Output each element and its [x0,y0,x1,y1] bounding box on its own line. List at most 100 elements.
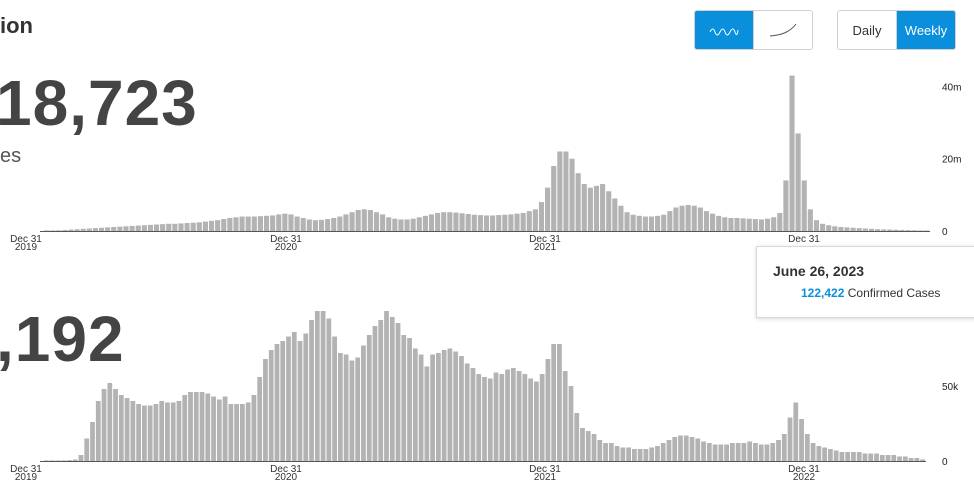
bar[interactable] [291,332,297,461]
bar[interactable] [575,173,581,231]
bar[interactable] [499,374,505,461]
bar[interactable] [563,151,569,232]
bar[interactable] [672,437,678,461]
bar[interactable] [441,350,447,461]
bar[interactable] [608,443,614,461]
bar[interactable] [630,214,636,231]
bar[interactable] [208,220,215,231]
bar[interactable] [84,438,90,462]
bar[interactable] [593,185,600,231]
bar[interactable] [522,374,528,461]
bar[interactable] [418,354,424,462]
linear-scale-button[interactable] [753,11,812,49]
bar[interactable] [386,217,392,231]
weekly-button[interactable]: Weekly [896,11,955,49]
bar[interactable] [597,440,603,461]
bar[interactable] [118,395,124,461]
bar[interactable] [695,438,701,462]
bar[interactable] [221,219,227,231]
bar[interactable] [380,214,386,231]
bar[interactable] [678,435,683,462]
bar[interactable] [746,218,752,231]
bar[interactable] [422,215,428,231]
bar[interactable] [753,443,758,461]
bar[interactable] [722,217,728,231]
bar[interactable] [752,219,758,231]
bar[interactable] [294,216,300,231]
bar[interactable] [306,219,312,231]
bar[interactable] [153,404,159,461]
bar[interactable] [528,378,533,462]
bar[interactable] [897,456,902,462]
bar[interactable] [587,187,593,231]
bar[interactable] [868,228,875,231]
bar[interactable] [56,230,62,231]
bar[interactable] [724,444,729,462]
bar[interactable] [826,225,832,231]
bar[interactable] [251,216,257,231]
bar[interactable] [349,212,355,231]
bar[interactable] [471,214,477,231]
bar[interactable] [741,443,747,461]
bar[interactable] [881,229,887,231]
bar[interactable] [343,214,349,231]
bar[interactable] [490,215,496,231]
bar[interactable] [72,459,78,462]
bar[interactable] [101,389,107,461]
bar[interactable] [538,202,545,231]
bar[interactable] [80,228,86,231]
bar[interactable] [424,366,430,462]
bar[interactable] [300,217,306,231]
bar[interactable] [303,333,309,462]
bar[interactable] [735,443,741,461]
bar[interactable] [718,444,724,462]
bar[interactable] [215,220,221,231]
bar[interactable] [159,401,165,461]
bar[interactable] [649,447,655,462]
bar[interactable] [783,180,789,231]
bar[interactable] [643,449,649,461]
bar[interactable] [885,455,891,461]
bar[interactable] [349,360,355,462]
bar[interactable] [378,320,384,461]
bar[interactable] [325,219,331,231]
bar[interactable] [61,460,67,461]
bar[interactable] [618,205,624,231]
bar[interactable] [600,184,606,231]
bar[interactable] [740,218,746,231]
bar[interactable] [312,220,318,231]
bar[interactable] [67,460,72,461]
bar[interactable] [891,455,897,461]
bar[interactable] [730,443,735,461]
bar[interactable] [838,227,844,231]
bar[interactable] [68,229,74,231]
bar[interactable] [862,228,868,231]
bar[interactable] [816,446,822,461]
bar[interactable] [728,217,734,231]
bar[interactable] [789,75,795,231]
bar[interactable] [585,431,591,461]
bar[interactable] [765,218,771,231]
bar[interactable] [263,359,268,461]
bar[interactable] [172,223,178,231]
bar[interactable] [893,229,899,231]
bar[interactable] [355,210,361,231]
bar[interactable] [879,455,885,461]
bar[interactable] [389,317,395,461]
bar[interactable] [691,205,697,231]
bar[interactable] [839,452,845,461]
bar[interactable] [428,214,435,231]
bar[interactable] [666,440,672,461]
bar[interactable] [234,404,239,461]
bar[interactable] [508,214,514,231]
bar[interactable] [318,219,325,231]
bar[interactable] [153,224,160,231]
bar[interactable] [551,344,557,461]
bar[interactable] [856,228,862,231]
bar[interactable] [520,212,526,231]
bar[interactable] [679,205,685,231]
bar[interactable] [465,214,471,231]
bar[interactable] [875,229,881,231]
bar[interactable] [551,165,557,231]
bar[interactable] [850,227,856,231]
